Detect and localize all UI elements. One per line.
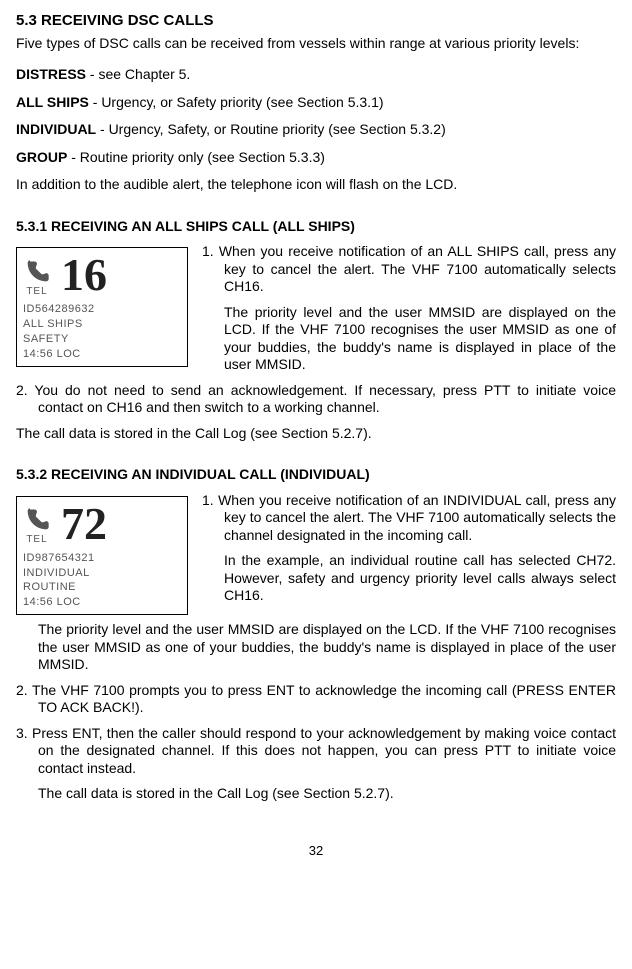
call-type-addition: In addition to the audible alert, the te…	[16, 176, 616, 194]
group-label: GROUP	[16, 149, 67, 165]
sec532-step1a: 1. When you receive notification of an I…	[202, 492, 616, 545]
distress-label: DISTRESS	[16, 66, 86, 82]
lcd-line-time: 14:56 LOC	[23, 595, 181, 610]
tel-label: TEL	[26, 534, 47, 547]
lcd-line-id: ID987654321	[23, 551, 181, 566]
lcd-line-time: 14:56 LOC	[23, 347, 181, 362]
lcd-display-individual: TEL 72 ID987654321 INDIVIDUAL ROUTINE 14…	[16, 496, 188, 615]
call-type-individual: INDIVIDUAL - Urgency, Safety, or Routine…	[16, 121, 616, 139]
tel-label: TEL	[26, 286, 47, 299]
lcd-line-priority: SAFETY	[23, 332, 181, 347]
section-title: 5.3 RECEIVING DSC CALLS	[16, 12, 616, 31]
group-desc: - Routine priority only (see Section 5.3…	[67, 149, 325, 165]
call-type-distress: DISTRESS - see Chapter 5.	[16, 66, 616, 84]
intro-text: Five types of DSC calls can be received …	[16, 35, 616, 53]
sec531-step2: 2. You do not need to send an acknowledg…	[16, 382, 616, 417]
page-number: 32	[16, 843, 616, 859]
individual-desc: - Urgency, Safety, or Routine priority (…	[96, 121, 446, 137]
call-type-allships: ALL SHIPS - Urgency, or Safety priority …	[16, 94, 616, 112]
sec532-step1b: In the example, an individual routine ca…	[202, 552, 616, 605]
allships-desc: - Urgency, or Safety priority (see Secti…	[89, 94, 384, 110]
sec531-step1b: The priority level and the user MMSID ar…	[202, 304, 616, 374]
channel-number: 72	[61, 501, 107, 547]
channel-number: 16	[61, 252, 107, 298]
lcd-display-allships: TEL 16 ID564289632 ALL SHIPS SAFETY 14:5…	[16, 247, 188, 366]
distress-desc: - see Chapter 5.	[86, 66, 190, 82]
lcd-line-priority: ROUTINE	[23, 580, 181, 595]
call-type-group: GROUP - Routine priority only (see Secti…	[16, 149, 616, 167]
sec532-note: The call data is stored in the Call Log …	[16, 785, 616, 803]
subsection-531-title: 5.3.1 RECEIVING AN ALL SHIPS CALL (ALL S…	[16, 218, 616, 236]
sec532-step2: 2. The VHF 7100 prompts you to press ENT…	[16, 682, 616, 717]
lcd-line-type: ALL SHIPS	[23, 317, 181, 332]
lcd-line-type: INDIVIDUAL	[23, 566, 181, 581]
individual-label: INDIVIDUAL	[16, 121, 96, 137]
phone-icon	[23, 506, 51, 534]
lcd-line-id: ID564289632	[23, 302, 181, 317]
sec532-step1c: The priority level and the user MMSID ar…	[16, 621, 616, 674]
sec532-step3: 3. Press ENT, then the caller should res…	[16, 725, 616, 778]
subsection-532-title: 5.3.2 RECEIVING AN INDIVIDUAL CALL (INDI…	[16, 466, 616, 484]
phone-icon	[23, 258, 51, 286]
sec531-note: The call data is stored in the Call Log …	[16, 425, 616, 443]
allships-label: ALL SHIPS	[16, 94, 89, 110]
sec531-step1a: 1. When you receive notification of an A…	[202, 243, 616, 296]
